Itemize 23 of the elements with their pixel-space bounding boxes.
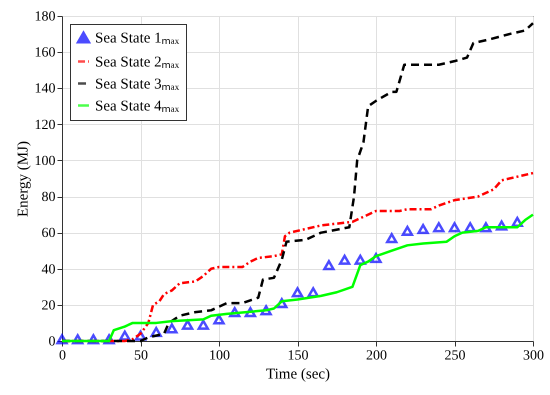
y-tick-label: 80 (42, 190, 56, 206)
x-tick-label: 100 (209, 348, 230, 364)
y-axis-title: Energy (MJ) (16, 141, 32, 217)
y-tick-label: 40 (42, 262, 56, 278)
x-tick-label: 0 (59, 348, 66, 364)
y-tick-label: 0 (48, 334, 56, 350)
x-tick-label: 200 (366, 348, 387, 364)
x-tick-label: 250 (444, 348, 466, 364)
x-axis-title: Time (sec) (266, 366, 330, 382)
x-tick-label: 50 (134, 348, 148, 364)
legend-label: Sea State 1ₘₐₓ (95, 30, 180, 46)
x-tick-label: 150 (288, 348, 308, 364)
y-tick-label: 180 (34, 10, 56, 24)
legend-label: Sea State 3ₘₐₓ (95, 76, 180, 92)
x-tick-label: 300 (523, 348, 544, 364)
y-tick-label: 120 (34, 118, 56, 133)
y-tick-label: 60 (42, 226, 56, 242)
y-tick-label: 160 (34, 46, 56, 61)
legend-label: Sea State 2ₘₐₓ (95, 54, 180, 70)
y-tick-label: 20 (42, 298, 56, 314)
legend-label: Sea State 4ₘₐₓ (95, 98, 180, 114)
y-tick-label: 140 (34, 82, 56, 97)
y-tick-label: 100 (34, 154, 56, 169)
